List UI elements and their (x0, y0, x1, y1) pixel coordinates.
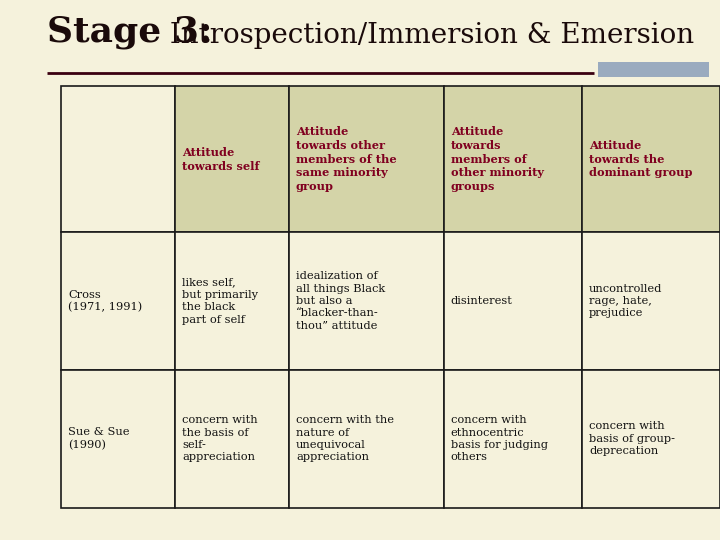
Bar (582, 232, 720, 370)
Bar (61, 370, 175, 508)
Text: concern with
basis of group-
deprecation: concern with basis of group- deprecation (589, 421, 675, 456)
Text: uncontrolled
rage, hate,
prejudice: uncontrolled rage, hate, prejudice (589, 284, 662, 319)
Bar (582, 86, 720, 232)
Text: Introspection/Immersion & Emersion: Introspection/Immersion & Emersion (161, 22, 693, 49)
Text: Attitude
towards the
dominant group: Attitude towards the dominant group (589, 140, 693, 179)
Bar (61, 232, 175, 370)
Bar (598, 62, 709, 77)
Bar (582, 370, 720, 508)
Bar (444, 232, 582, 370)
Bar (289, 232, 444, 370)
Bar (289, 86, 444, 232)
Text: Cross
(1971, 1991): Cross (1971, 1991) (68, 289, 143, 313)
Text: likes self,
but primarily
the black
part of self: likes self, but primarily the black part… (182, 278, 258, 325)
Text: Attitude
towards other
members of the
same minority
group: Attitude towards other members of the sa… (296, 126, 397, 192)
Bar (175, 86, 289, 232)
Text: Attitude
towards
members of
other minority
groups: Attitude towards members of other minori… (451, 126, 544, 192)
Text: concern with
the basis of
self-
appreciation: concern with the basis of self- apprecia… (182, 415, 258, 462)
Bar (175, 370, 289, 508)
Text: concern with the
nature of
unequivocal
appreciation: concern with the nature of unequivocal a… (296, 415, 394, 462)
Bar (61, 86, 175, 232)
Bar (289, 370, 444, 508)
Text: Stage 3:: Stage 3: (47, 15, 212, 49)
Bar (444, 370, 582, 508)
Text: Attitude
towards self: Attitude towards self (182, 147, 260, 172)
Text: idealization of
all things Black
but also a
“blacker-than-
thou” attitude: idealization of all things Black but als… (296, 271, 385, 331)
Text: disinterest: disinterest (451, 296, 513, 306)
Bar (444, 86, 582, 232)
Bar (175, 232, 289, 370)
Text: concern with
ethnocentric
basis for judging
others: concern with ethnocentric basis for judg… (451, 415, 548, 462)
Text: Sue & Sue
(1990): Sue & Sue (1990) (68, 427, 130, 450)
